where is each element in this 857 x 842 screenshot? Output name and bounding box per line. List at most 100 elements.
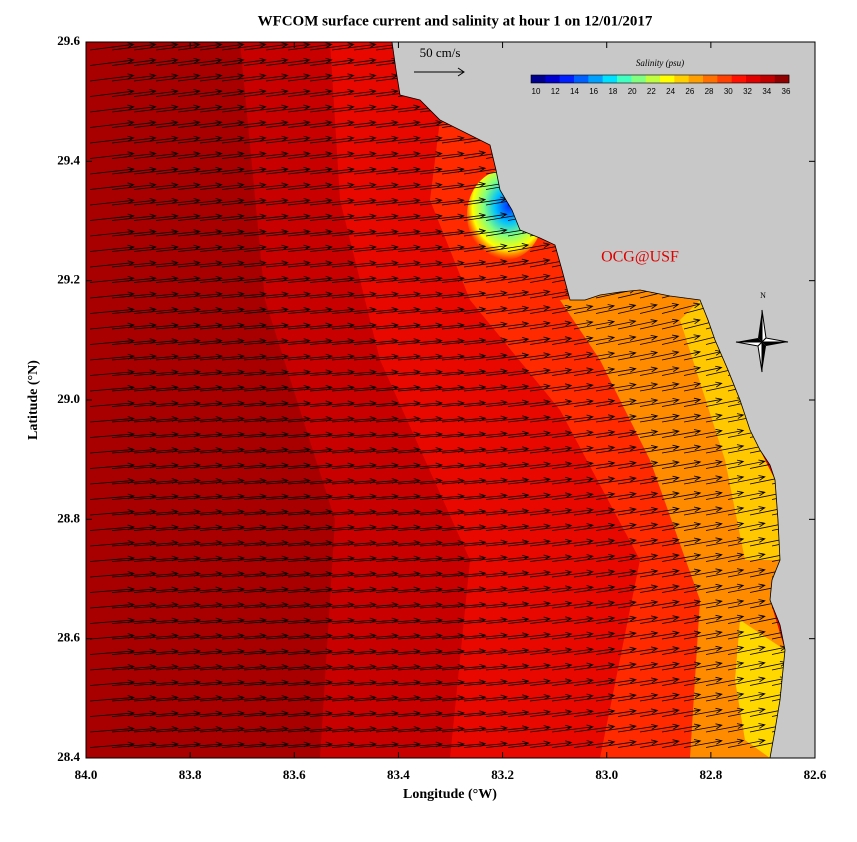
current-arrow <box>661 444 702 454</box>
colorbar-swatch <box>774 75 790 83</box>
current-arrow <box>111 260 157 268</box>
current-arrow <box>485 539 530 547</box>
current-arrow <box>639 429 680 438</box>
current-arrow <box>507 258 551 268</box>
current-arrow <box>529 600 573 609</box>
colorbar-tick-label: 16 <box>589 87 598 96</box>
current-arrow <box>155 42 201 51</box>
current-arrow <box>683 365 723 376</box>
current-arrow <box>89 260 135 268</box>
current-arrow <box>485 492 530 500</box>
current-arrow <box>177 104 223 113</box>
current-arrow <box>727 614 766 624</box>
current-arrow <box>111 291 157 299</box>
current-arrow <box>507 539 551 547</box>
current-arrow <box>331 166 377 175</box>
current-arrow <box>375 275 421 283</box>
current-arrow <box>661 537 702 547</box>
current-arrow <box>155 229 201 237</box>
current-arrow <box>617 382 659 392</box>
x-axis-label: Longitude (°W) <box>403 787 497 802</box>
current-arrow <box>133 73 179 82</box>
current-arrow <box>529 336 573 345</box>
current-arrow <box>199 244 245 252</box>
current-arrow <box>397 166 443 175</box>
colorbar-tick-label: 34 <box>762 87 771 96</box>
current-arrow <box>485 461 530 469</box>
current-arrow <box>89 244 135 252</box>
current-arrow <box>661 491 702 500</box>
current-arrow <box>287 198 333 206</box>
current-arrow <box>507 273 551 283</box>
current-arrow <box>551 538 594 547</box>
current-arrow <box>177 213 223 221</box>
current-arrow <box>265 198 311 206</box>
current-arrow <box>331 135 377 144</box>
current-arrow <box>375 120 421 128</box>
current-arrow <box>441 212 487 221</box>
current-arrow <box>111 151 157 159</box>
current-arrow <box>177 135 223 144</box>
current-arrow <box>617 630 659 640</box>
current-arrow <box>507 320 551 330</box>
current-arrow <box>155 135 201 144</box>
current-arrow <box>573 553 616 562</box>
colorbar-tick-label: 22 <box>647 87 656 96</box>
current-arrow <box>727 459 766 469</box>
current-arrow <box>309 166 355 175</box>
current-arrow <box>265 182 311 190</box>
current-arrow <box>331 198 377 206</box>
current-arrow <box>375 104 421 113</box>
current-arrow <box>639 444 680 454</box>
current-arrow <box>155 104 201 113</box>
current-arrow <box>727 490 766 500</box>
current-arrow <box>507 446 551 454</box>
current-arrow <box>617 303 658 314</box>
current-arrow <box>287 229 333 237</box>
current-arrow <box>529 631 573 640</box>
current-arrow <box>507 647 551 655</box>
current-arrow <box>617 334 659 345</box>
current-arrow <box>705 707 745 717</box>
current-arrow <box>265 151 311 159</box>
current-arrow <box>287 275 333 283</box>
current-arrow <box>397 260 443 268</box>
current-arrow <box>705 521 745 531</box>
current-arrow <box>331 291 377 299</box>
land <box>391 42 815 758</box>
current-arrow <box>639 599 680 609</box>
current-arrow <box>309 120 355 128</box>
compass <box>735 309 789 373</box>
current-arrow <box>595 335 637 345</box>
current-arrow <box>199 229 245 237</box>
current-arrow <box>573 414 616 423</box>
current-arrow <box>595 319 637 330</box>
current-arrow <box>419 135 465 144</box>
current-arrow <box>573 708 616 717</box>
current-arrow <box>595 476 637 485</box>
current-arrow <box>243 151 289 159</box>
colorbar: 10 12 14 16 18 20 22 24 26 28 30 32 34 36 <box>530 74 791 96</box>
current-arrow <box>221 198 267 206</box>
current-arrow <box>507 694 551 702</box>
current-arrow <box>89 42 135 51</box>
current-arrow <box>551 585 594 593</box>
current-arrow <box>639 537 680 547</box>
current-arrow <box>133 88 179 97</box>
current-arrow <box>639 413 680 423</box>
current-arrow <box>485 523 530 531</box>
colorbar-swatch <box>617 75 632 83</box>
current-arrow <box>463 321 508 330</box>
current-arrow <box>507 678 551 686</box>
current-arrow <box>595 693 637 702</box>
colorbar-swatch <box>760 75 775 83</box>
current-arrow <box>705 661 745 671</box>
current-arrow <box>441 290 487 299</box>
current-arrow <box>221 291 267 299</box>
current-arrow <box>529 445 573 454</box>
current-arrow <box>287 73 333 82</box>
colorbar-swatch <box>574 75 589 83</box>
current-arrow <box>551 398 594 407</box>
current-arrow <box>243 135 289 144</box>
current-arrow <box>683 397 723 407</box>
